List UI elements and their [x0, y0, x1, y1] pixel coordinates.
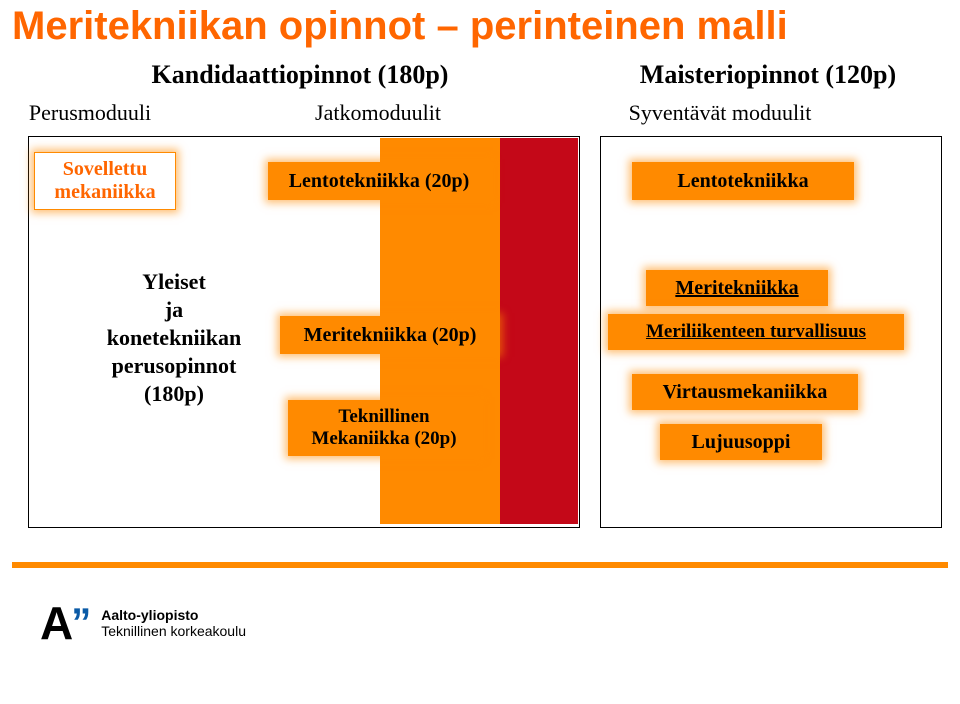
- tag-teknillinen-mekaniikka-20p: Teknillinen Mekaniikka (20p): [288, 400, 480, 456]
- tag-meritekniikka: Meritekniikka: [646, 270, 828, 306]
- tag-lentotekniikka: Lentotekniikka: [632, 162, 854, 200]
- tag-label: Virtausmekaniikka: [663, 381, 828, 404]
- left-text-line: perusopinnot: [84, 352, 264, 380]
- tag-label: Lentotekniikka: [677, 170, 808, 193]
- logo-mark-a: A: [40, 596, 73, 650]
- logo-text: Aalto-yliopisto Teknillinen korkeakoulu: [101, 607, 246, 639]
- tag-label: Teknillinen Mekaniikka (20p): [311, 406, 456, 450]
- sub-head-perus: Perusmoduuli: [0, 100, 180, 126]
- tag-meritekniikka-20p: Meritekniikka (20p): [280, 316, 500, 354]
- tag-label: Lentotekniikka (20p): [289, 170, 470, 193]
- tag-meriliikenteen-turvallisuus: Meriliikenteen turvallisuus: [608, 314, 904, 350]
- left-text-line: konetekniikan: [84, 324, 264, 352]
- logo-line2: Teknillinen korkeakoulu: [101, 623, 246, 639]
- sub-head-syv: Syventävät moduulit: [590, 100, 850, 126]
- tag-label: Meritekniikka (20p): [304, 324, 477, 347]
- tag-lentotekniikka-20p: Lentotekniikka (20p): [268, 162, 490, 200]
- red-column: [500, 138, 578, 524]
- slide-title: Meritekniikan opinnot – perinteinen mall…: [12, 4, 788, 49]
- tag-label: Lujuusoppi: [692, 431, 791, 454]
- tag-label: Meritekniikka: [675, 277, 798, 300]
- left-column-text: Yleiset ja konetekniikan perusopinnot (1…: [84, 268, 264, 408]
- left-text-line: (180p): [84, 380, 264, 408]
- tag-lujuusoppi: Lujuusoppi: [660, 424, 822, 460]
- aalto-logo: A ” Aalto-yliopisto Teknillinen korkeako…: [40, 596, 246, 650]
- tag-virtausmekaniikka: Virtausmekaniikka: [632, 374, 858, 410]
- logo-line1: Aalto-yliopisto: [101, 607, 246, 623]
- tag-label: Meriliikenteen turvallisuus: [646, 321, 866, 343]
- logo-mark-quotes: ”: [71, 601, 91, 646]
- slide: Meritekniikan opinnot – perinteinen mall…: [0, 0, 960, 704]
- tag-sovellettu-mekaniikka: Sovellettu mekaniikka: [34, 152, 176, 210]
- sub-head-jatko: Jatkomoduulit: [278, 100, 478, 126]
- col-head-maisteri: Maisteriopinnot (120p): [618, 60, 918, 90]
- left-text-line: Yleiset: [84, 268, 264, 296]
- tag-label: Sovellettu mekaniikka: [54, 158, 155, 204]
- left-text-line: ja: [84, 296, 264, 324]
- col-head-kandi: Kandidaattiopinnot (180p): [120, 60, 480, 90]
- footer-separator: [12, 562, 948, 568]
